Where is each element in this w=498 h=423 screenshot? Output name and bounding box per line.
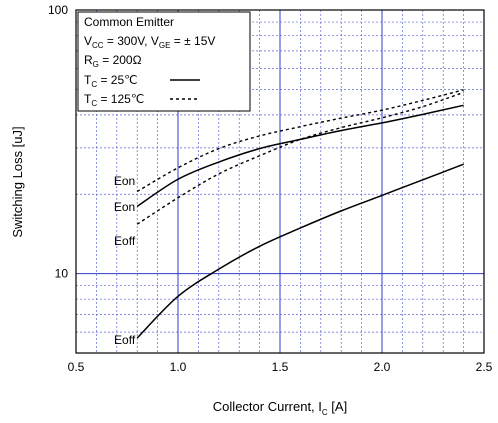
series-eoff-25c-line bbox=[136, 163, 464, 339]
legend-text-part: V bbox=[84, 34, 92, 48]
curve-label: Eoff bbox=[114, 333, 136, 347]
legend-text-part: Common Emitter bbox=[84, 15, 174, 29]
legend-text-part: = 200Ω bbox=[99, 53, 142, 67]
x-axis-title: Collector Current, IC [A] bbox=[213, 399, 347, 417]
legend-line: TC = 25℃ bbox=[84, 73, 138, 89]
y-tick-label: 100 bbox=[48, 3, 68, 17]
x-axis-title-unit: [A] bbox=[328, 399, 348, 414]
series-eoff-125c-line bbox=[136, 91, 464, 225]
x-tick-labels: 0.5 1.0 1.5 2.0 2.5 bbox=[68, 360, 493, 374]
legend-text-part: = 25℃ bbox=[97, 73, 138, 87]
y-tick-label: 10 bbox=[55, 267, 69, 281]
legend-subscript: GE bbox=[159, 41, 171, 50]
x-tick-label: 2.0 bbox=[374, 360, 391, 374]
legend-text-part: T bbox=[84, 73, 92, 87]
x-axis-title-sub: C bbox=[322, 408, 328, 417]
legend-subscript: C bbox=[91, 80, 97, 89]
legend-line: Common Emitter bbox=[84, 15, 174, 29]
legend-text-part: = ± 15V bbox=[170, 34, 215, 48]
legend-text-part: T bbox=[84, 92, 92, 106]
legend-subscript: G bbox=[93, 60, 99, 69]
x-tick-label: 0.5 bbox=[68, 360, 85, 374]
legend-subscript: C bbox=[91, 99, 97, 108]
legend-line: VCC = 300V, VGE = ± 15V bbox=[84, 34, 215, 50]
curve-label: Eon bbox=[114, 174, 135, 188]
y-tick-labels: 10 100 bbox=[48, 3, 68, 281]
legend-text-part: = 125℃ bbox=[97, 92, 144, 106]
legend-text-part: R bbox=[84, 53, 93, 67]
x-tick-label: 2.5 bbox=[476, 360, 493, 374]
x-tick-label: 1.5 bbox=[272, 360, 289, 374]
x-axis-title-main: Collector Current, I bbox=[213, 399, 322, 414]
x-tick-label: 1.0 bbox=[170, 360, 187, 374]
series-eon-25c-line bbox=[136, 104, 464, 207]
legend-subscript: CC bbox=[92, 41, 104, 50]
legend-text-part: = 300V, V bbox=[104, 34, 159, 48]
plot-frame bbox=[75, 9, 485, 354]
curve-label: Eon bbox=[114, 200, 135, 214]
curve-labels: Eon Eon Eoff Eoff bbox=[114, 174, 136, 347]
y-axis-title: Switching Loss [uJ] bbox=[10, 126, 25, 237]
legend-line: TC = 125℃ bbox=[84, 92, 144, 108]
legend-box bbox=[77, 11, 251, 112]
series-eon-125c-line bbox=[136, 89, 464, 193]
curves bbox=[136, 89, 464, 339]
curve-label: Eoff bbox=[114, 234, 136, 248]
legend-line: RG = 200Ω bbox=[84, 53, 142, 69]
